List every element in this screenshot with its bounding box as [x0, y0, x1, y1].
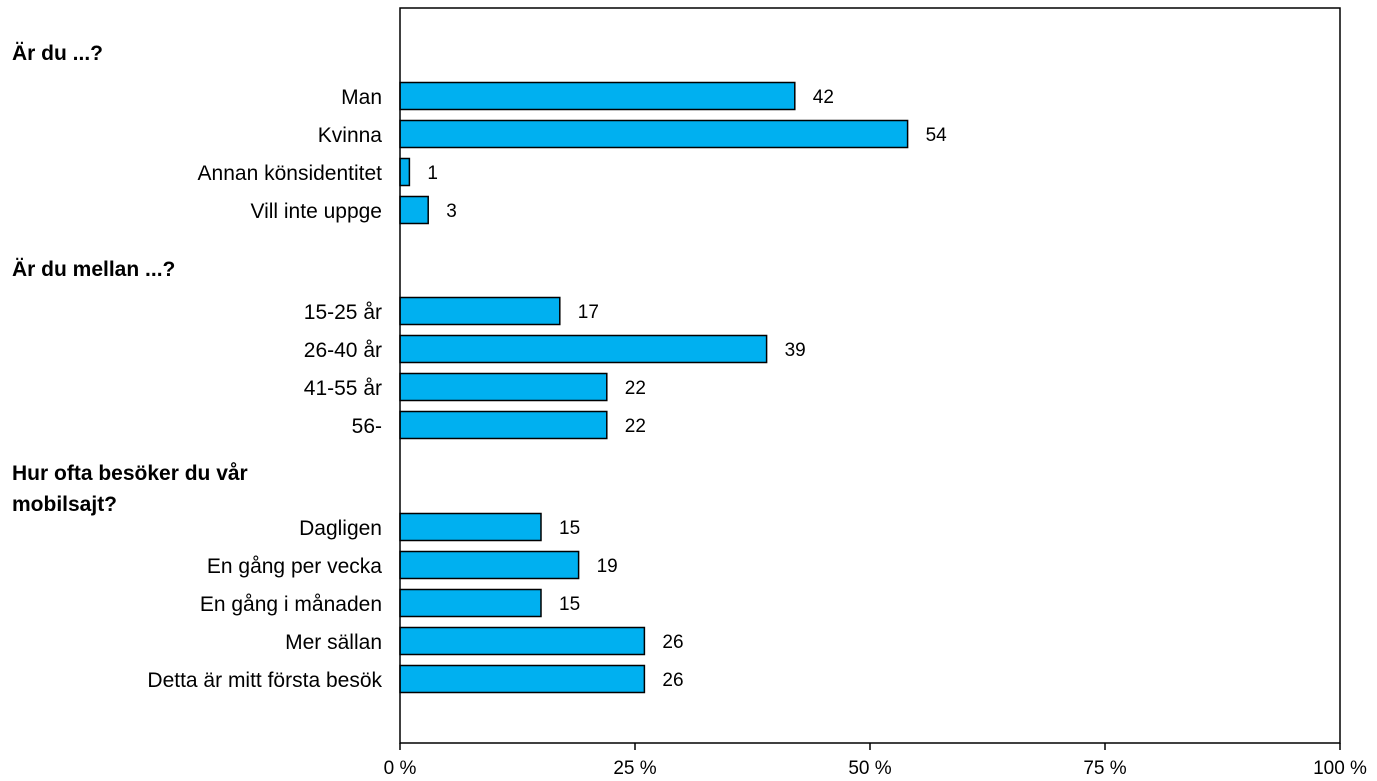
category-label: Kvinna [318, 124, 383, 147]
bar [399, 119, 909, 149]
bar [399, 157, 411, 187]
x-tick-label: 100 % [1313, 758, 1367, 779]
question-title: Hur ofta besöker du vår mobilsajt? [12, 462, 248, 516]
question-group: Hur ofta besöker du vår mobilsajt? Daglige… [12, 462, 684, 694]
value-label: 15 [559, 594, 580, 615]
bar [399, 410, 608, 440]
value-label: 22 [625, 416, 646, 437]
value-label: 26 [662, 670, 683, 691]
category-label: En gång per vecka [207, 555, 382, 578]
value-label: 15 [559, 518, 580, 539]
value-label: 26 [662, 632, 683, 653]
category-label: Man [341, 86, 382, 109]
question-title-line: Hur ofta besöker du vår [12, 462, 248, 485]
category-label: Vill inte uppge [250, 200, 382, 223]
category-label: Mer sällan [285, 631, 382, 654]
value-label: 3 [446, 201, 457, 222]
chart-groups: Är du ...? Man 42 Kvinna 54 Annan könsidentit… [12, 42, 948, 694]
bar [399, 372, 608, 402]
question-title: Är du mellan ...? [12, 258, 175, 281]
category-label: Dagligen [299, 517, 382, 540]
bar [399, 296, 561, 326]
bar [399, 588, 542, 618]
x-tick-label: 25 % [613, 758, 656, 779]
category-label: Detta är mitt första besök [147, 669, 382, 692]
x-tick-label: 75 % [1083, 758, 1126, 779]
category-label: En gång i månaden [200, 593, 382, 616]
question-title: Är du ...? [12, 42, 103, 65]
x-axis: 0 % 25 % 50 % 75 % 100 % [384, 743, 1367, 779]
question-title-line: mobilsajt? [12, 493, 117, 516]
bar [399, 195, 429, 225]
bar [399, 550, 580, 580]
value-label: 17 [578, 302, 599, 323]
category-label: 15-25 år [304, 301, 382, 324]
value-label: 22 [625, 378, 646, 399]
value-label: 39 [785, 340, 806, 361]
x-tick-label: 0 % [384, 758, 417, 779]
value-label: 54 [926, 125, 948, 146]
bar [399, 664, 646, 694]
x-tick-label: 50 % [848, 758, 891, 779]
category-label: 26-40 år [304, 339, 382, 362]
value-label: 1 [427, 163, 438, 184]
value-label: 19 [597, 556, 618, 577]
question-group: Är du mellan ...? 15-25 år 17 26-40 år 39 41-… [12, 258, 806, 440]
value-label: 42 [813, 87, 834, 108]
category-label: 41-55 år [304, 377, 382, 400]
bar [399, 512, 542, 542]
bar [399, 334, 768, 364]
category-label: 56- [352, 415, 382, 438]
question-group: Är du ...? Man 42 Kvinna 54 Annan könsidentit… [12, 42, 948, 225]
category-label: Annan könsidentitet [198, 162, 383, 185]
bar [399, 81, 796, 111]
bar [399, 626, 646, 656]
